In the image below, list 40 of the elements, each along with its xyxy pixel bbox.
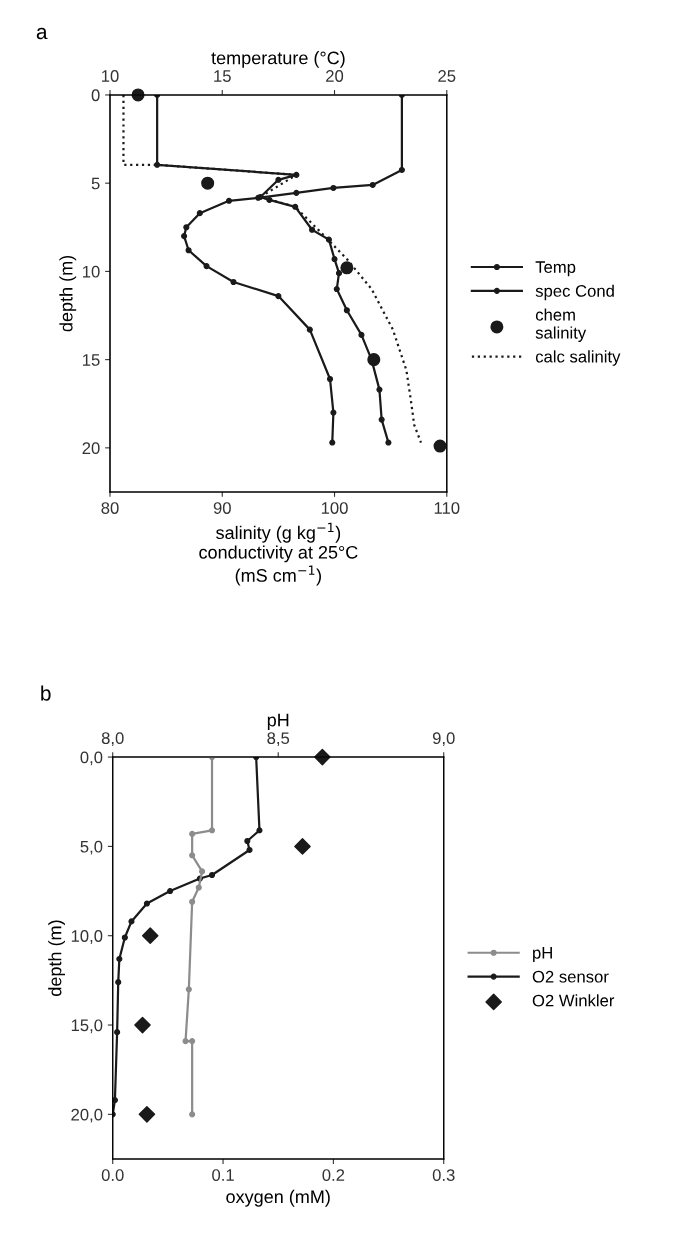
x2-tick-label: 8,0: [101, 732, 124, 747]
y-tick-label: 20: [82, 442, 100, 455]
y-tick-label: 0: [91, 89, 100, 102]
x-tick-label: 80: [101, 502, 119, 514]
x2-tick-label: 15: [214, 70, 231, 82]
legend-label: spec Cond: [535, 284, 614, 301]
y-tick-label: 15,0: [71, 1019, 103, 1034]
chart-title: a: [36, 27, 48, 40]
y-tick-label: 20,0: [71, 1108, 103, 1123]
y-tick-label: 10: [83, 265, 100, 278]
legend-label: Temp: [535, 261, 576, 277]
x2-tick-label: 25: [438, 70, 456, 82]
x-tick-label: 90: [213, 502, 231, 514]
x2-tick-label: 10: [102, 70, 119, 82]
x-tick-label: 0.2: [322, 1169, 345, 1181]
x2-tick-label: 8,5: [267, 732, 290, 747]
x-tick-label: 0.0: [101, 1169, 124, 1181]
y-tick-label: 15: [83, 354, 100, 366]
x2-axis-title: temperature (°C): [211, 51, 345, 68]
x-axis-title: oxygen (mM): [226, 1189, 330, 1207]
chart-title: b: [41, 685, 51, 701]
y-axis-title: depth (m): [48, 920, 65, 996]
x-axis-title: salinity (g kg$^{−1}$) conductivity at 25°C (mS cm$^{−1}$): [199, 522, 358, 586]
legend-label: pH: [533, 947, 552, 963]
legend-label: O2 Winkler: [532, 994, 615, 1007]
x-tick-label: 0.1: [212, 1169, 234, 1181]
x-tick-label: 0.3: [432, 1169, 455, 1181]
legend-label: calc salinity: [535, 350, 621, 366]
y-tick-label: 10,0: [71, 930, 103, 944]
x-tick-label: 100: [321, 502, 348, 514]
y-tick-label: 5: [91, 177, 100, 190]
legend-label: O2 sensor: [532, 970, 609, 983]
x2-tick-label: 20: [326, 70, 344, 82]
x-tick-label: 110: [434, 502, 460, 514]
x2-tick-label: 9,0: [432, 732, 455, 747]
y-tick-label: 5,0: [80, 840, 103, 855]
x2-axis-title: pH: [267, 713, 289, 730]
legend-label: chem salinity: [535, 308, 587, 342]
y-axis-title: depth (m): [59, 255, 77, 332]
y-tick-label: 0,0: [80, 751, 103, 766]
